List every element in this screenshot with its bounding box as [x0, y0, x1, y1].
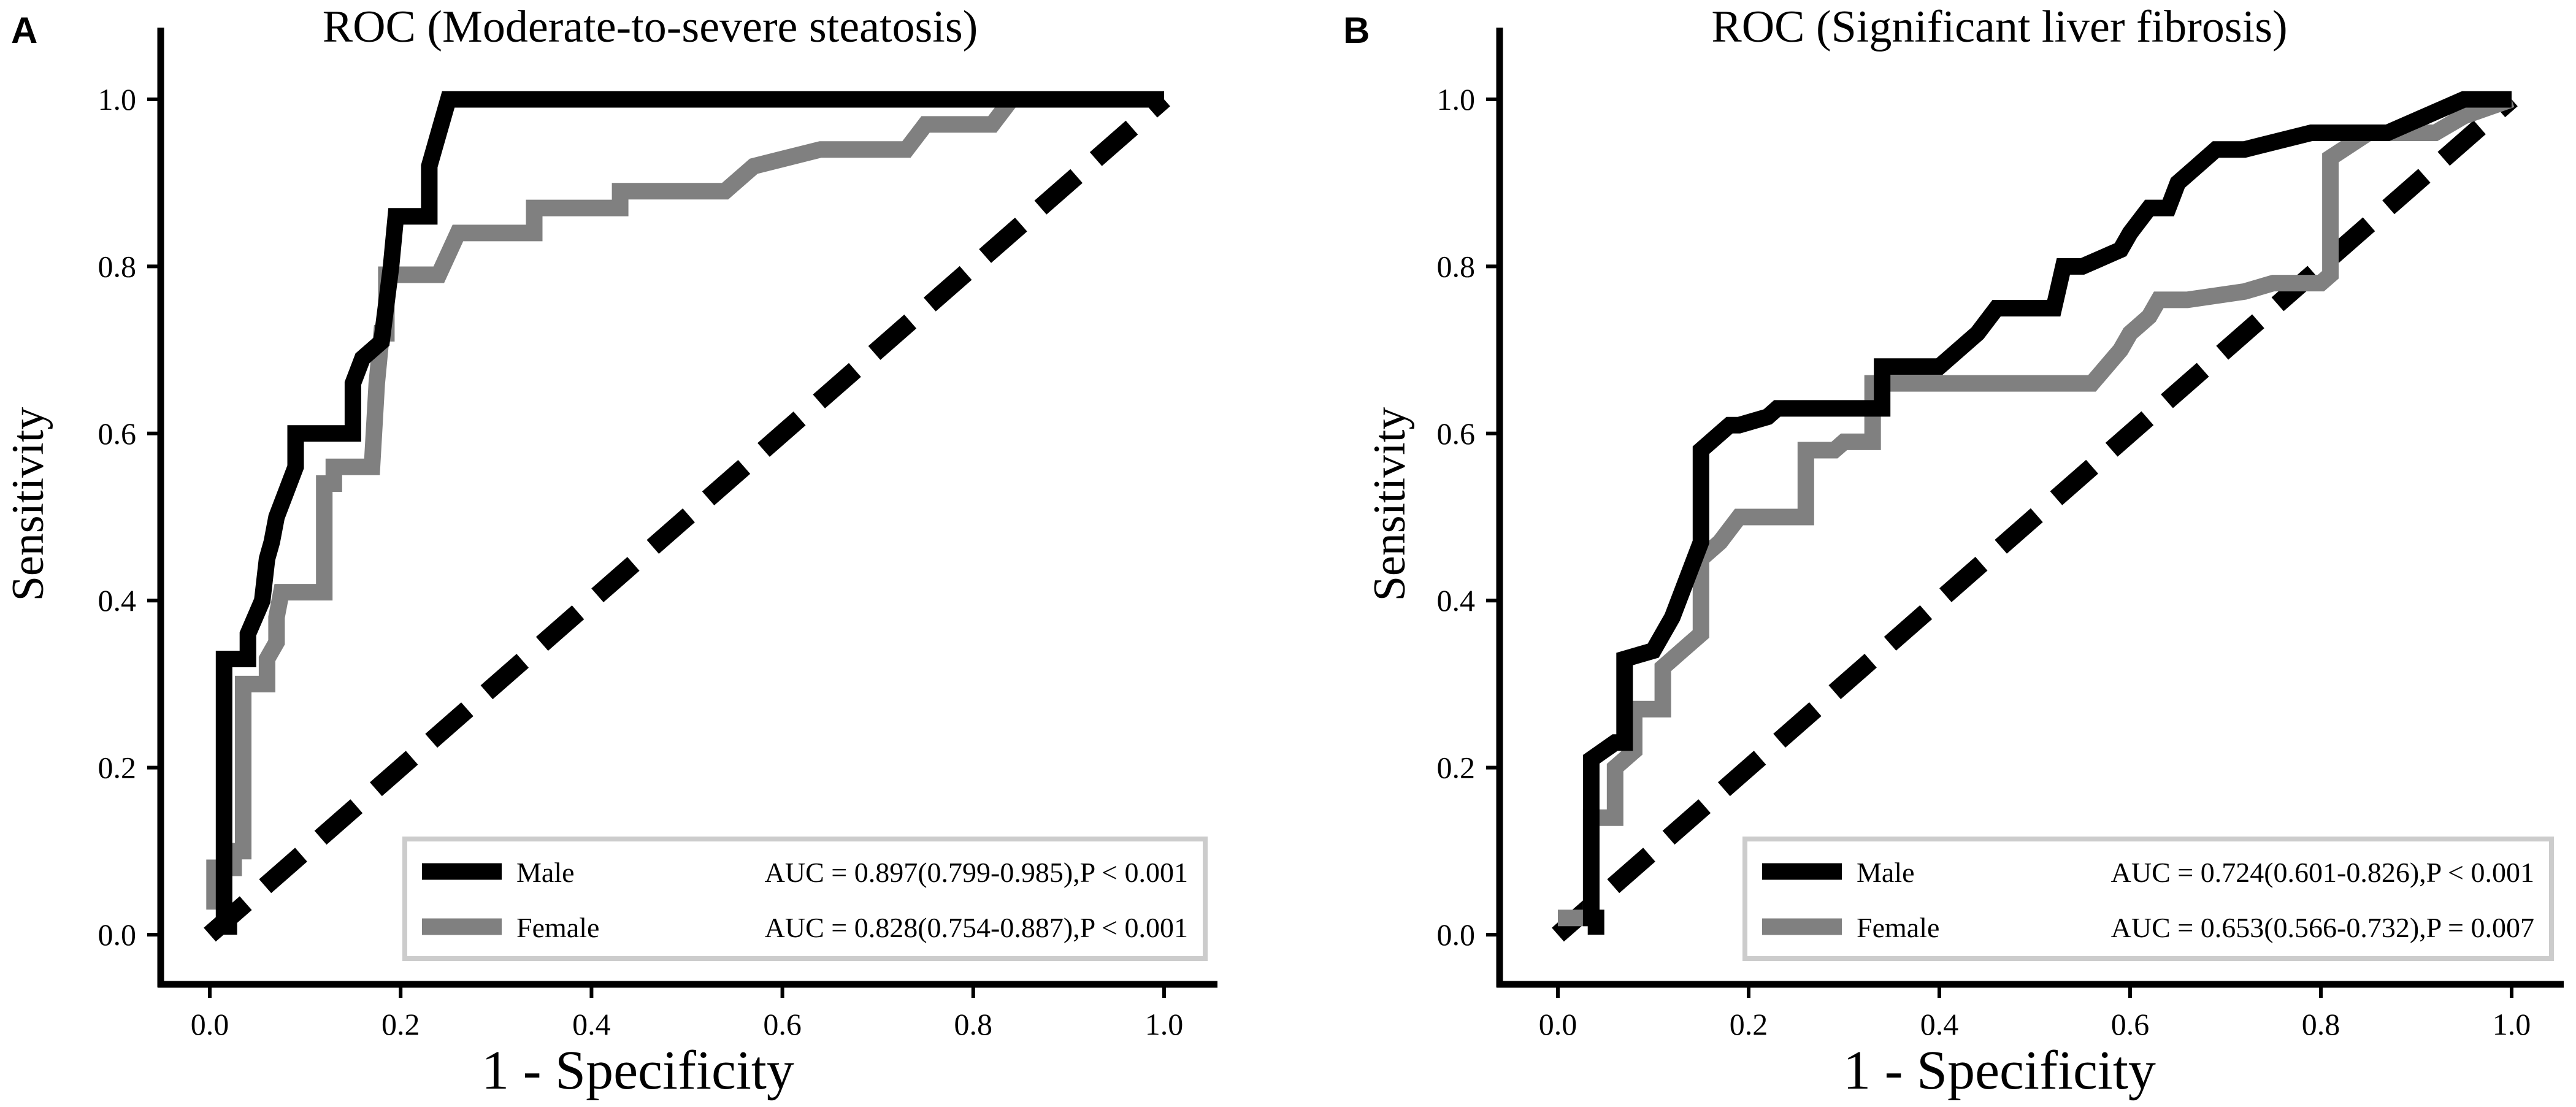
chance-diagonal-line-b	[1552, 92, 2518, 942]
x-axis-label-a: 1 - Specificity	[481, 1040, 794, 1101]
legend-label-male-b: Male	[1857, 857, 1915, 888]
x-tick-label-b: 0.4	[1920, 1007, 1959, 1041]
y-tick-label-b: 1.0	[1437, 82, 1476, 117]
y-tick-label-b: 0.6	[1437, 416, 1476, 451]
legend-auc-male-a: AUC = 0.897(0.799-0.985),P < 0.001	[765, 857, 1188, 888]
y-axis-label-a: Sensitivity	[3, 407, 53, 602]
y-tick-label-a: 1.0	[98, 82, 137, 117]
legend-label-female-a: Female	[516, 912, 599, 943]
legend-box-a	[402, 837, 1208, 961]
y-axis-label-b: Sensitivity	[1365, 407, 1415, 602]
legend-auc-male-b: AUC = 0.724(0.601-0.826),P < 0.001	[2111, 857, 2534, 888]
y-tick-label-a: 0.0	[98, 917, 137, 952]
y-tick-label-b: 0.2	[1437, 751, 1476, 785]
legend-auc-female-b: AUC = 0.653(0.566-0.732),P = 0.007	[2111, 912, 2534, 943]
chance-diagonal-line-a	[204, 92, 1170, 942]
x-axis-label-b: 1 - Specificity	[1843, 1040, 2156, 1101]
y-tick-label-a: 0.2	[98, 751, 137, 785]
y-tick-label-a: 0.8	[98, 249, 137, 283]
x-tick-label-b: 1.0	[2493, 1007, 2531, 1041]
y-tick-label-a: 0.6	[98, 416, 137, 451]
legend-auc-female-a: AUC = 0.828(0.754-0.887),P < 0.001	[765, 912, 1188, 943]
roc-curve-female-a	[206, 91, 1164, 910]
chart-title-a: ROC (Moderate-to-severe steatosis)	[323, 2, 978, 52]
x-tick-label-a: 0.0	[191, 1007, 229, 1041]
panel-a-steatosis: A ROC (Moderate-to-severe steatosis) Sen…	[3, 2, 1217, 1101]
legend-label-male-a: Male	[516, 857, 575, 888]
legend-label-female-b: Female	[1857, 912, 1939, 943]
chart-title-b: ROC (Significant liver fibrosis)	[1711, 2, 2287, 52]
x-tick-label-a: 0.2	[381, 1007, 420, 1041]
y-tick-label-b: 0.0	[1437, 917, 1476, 952]
panel-label-a: A	[11, 10, 37, 51]
x-tick-label-b: 0.2	[1730, 1007, 1768, 1041]
x-tick-label-b: 0.6	[2111, 1007, 2150, 1041]
x-tick-label-a: 0.8	[954, 1007, 993, 1041]
x-tick-label-b: 0.0	[1539, 1007, 1577, 1041]
y-tick-label-b: 0.8	[1437, 249, 1476, 283]
panel-label-b: B	[1343, 10, 1370, 51]
x-tick-label-a: 1.0	[1145, 1007, 1184, 1041]
legend-a: Male AUC = 0.897(0.799-0.985),P < 0.001 Fe…	[402, 837, 1208, 961]
legend-box-b	[1742, 837, 2554, 961]
y-tick-label-b: 0.4	[1437, 583, 1476, 618]
plot-area-a: 0.0 0.2 0.4 0.6 0.8 1.0 0.0 0.2 0.4 0.6 0.8 1.0	[98, 28, 1217, 1041]
x-tick-label-a: 0.4	[572, 1007, 611, 1041]
y-tick-label-a: 0.4	[98, 583, 137, 618]
plot-area-b: 0.0 0.2 0.4 0.6 0.8 1.0 0.0 0.2 0.4 0.6 0.8 1.0	[1437, 28, 2564, 1041]
roc-curve-female-b	[1558, 91, 2515, 927]
legend-b: Male AUC = 0.724(0.601-0.826),P < 0.001 Fe…	[1742, 837, 2554, 961]
roc-curve-male-a	[215, 91, 1164, 935]
x-tick-label-a: 0.6	[763, 1007, 802, 1041]
x-tick-label-b: 0.8	[2302, 1007, 2340, 1041]
panel-b-fibrosis: B ROC (Significant liver fibrosis) Sensi…	[1343, 2, 2564, 1101]
roc-curve-male-b	[1582, 91, 2512, 935]
